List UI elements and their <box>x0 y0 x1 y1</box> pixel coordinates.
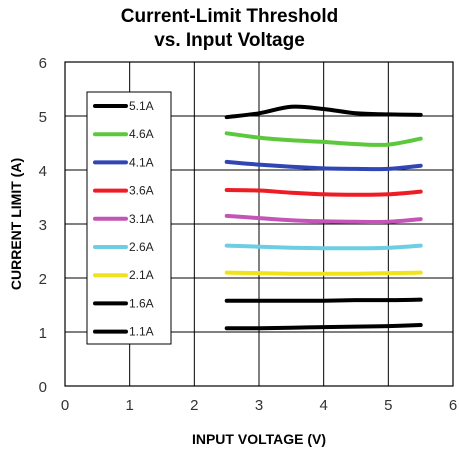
series-line-3.1A <box>224 213 423 225</box>
x-axis-label: INPUT VOLTAGE (V) <box>192 431 326 447</box>
series-line-3.6A <box>224 188 423 197</box>
legend-label-3.6A: 3.6A <box>129 184 154 198</box>
x-tick-label: 5 <box>384 397 392 414</box>
y-tick-label: 6 <box>39 55 47 72</box>
y-tick-label: 1 <box>39 325 47 342</box>
series-line-1.1A <box>224 323 423 331</box>
y-axis-label: CURRENT LIMIT (A) <box>8 158 24 290</box>
y-tick-label: 4 <box>39 163 47 180</box>
series-line-1.6A <box>224 297 423 303</box>
x-tick-label: 4 <box>319 397 327 414</box>
legend-label-1.6A: 1.6A <box>129 296 154 310</box>
series-group <box>224 104 423 331</box>
plot-frame <box>64 61 454 387</box>
tick-labels: 0 1 2 3 4 5 6 0 1 2 3 4 5 6 <box>39 55 458 414</box>
x-tick-label: 1 <box>125 397 133 414</box>
series-line-2.6A <box>224 243 423 251</box>
legend-label-1.1A: 1.1A <box>129 325 154 339</box>
chart-title-line-2: vs. Input Voltage <box>154 30 305 51</box>
legend-label-3.1A: 3.1A <box>129 212 154 226</box>
series-line-4.6A <box>224 131 423 147</box>
x-tick-label: 2 <box>190 397 198 414</box>
chart-title-line-1: Current-Limit Threshold <box>120 6 339 27</box>
legend: 5.1A 4.6A 4.1A 3.6A 3.1A 2.6A 2.1A 1.6A 1.1A <box>86 91 172 345</box>
x-tick-label: 3 <box>255 397 263 414</box>
series-line-4.1A <box>224 159 423 172</box>
x-tick-label: 6 <box>449 397 457 414</box>
y-tick-label: 2 <box>39 271 47 288</box>
legend-label-5.1A: 5.1A <box>129 99 154 113</box>
legend-label-2.1A: 2.1A <box>129 268 154 282</box>
y-tick-label: 0 <box>39 379 47 396</box>
series-line-2.1A <box>224 270 423 276</box>
legend-label-4.1A: 4.1A <box>129 155 154 169</box>
y-tick-label: 3 <box>39 217 47 234</box>
x-tick-label: 0 <box>61 397 69 414</box>
y-tick-label: 5 <box>39 109 47 126</box>
series-line-5.1A <box>224 104 423 120</box>
legend-label-4.6A: 4.6A <box>129 127 154 141</box>
legend-label-2.6A: 2.6A <box>129 240 154 254</box>
